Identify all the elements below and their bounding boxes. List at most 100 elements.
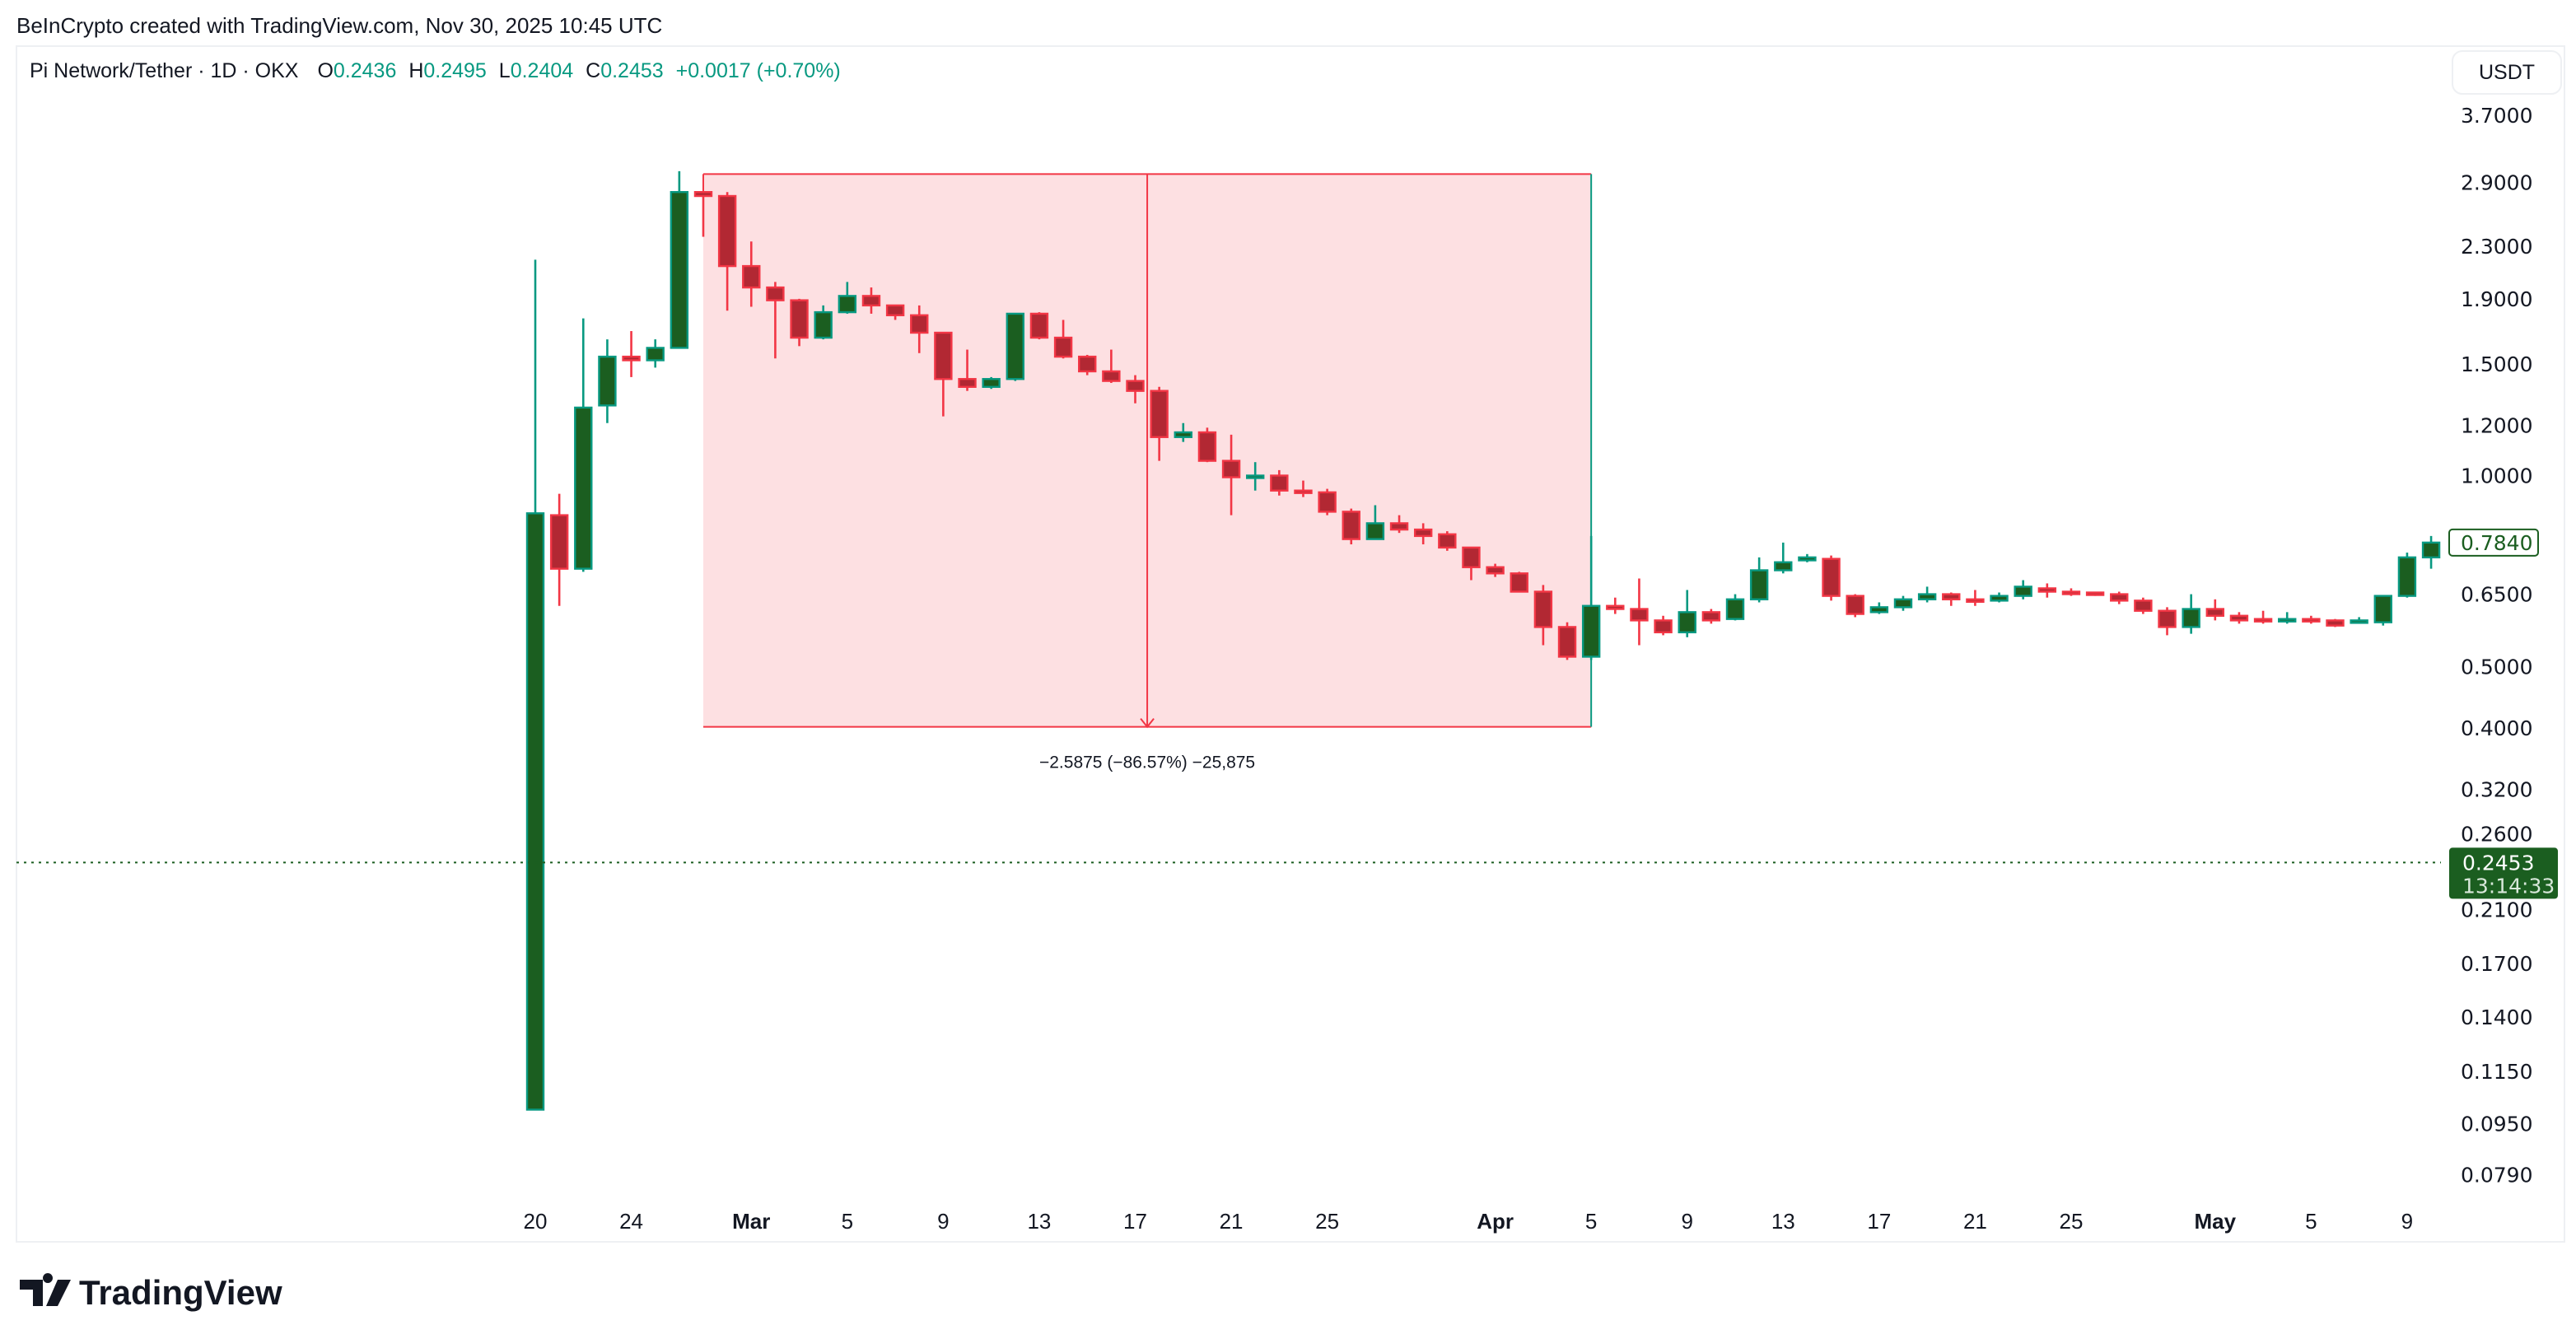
x-tick-label: 13 bbox=[1027, 1209, 1051, 1234]
candle bbox=[717, 192, 737, 311]
candle bbox=[1294, 480, 1313, 497]
candle-body bbox=[1245, 474, 1265, 479]
candle-body bbox=[2229, 614, 2249, 622]
candle bbox=[598, 339, 617, 423]
x-tick-label: 5 bbox=[1585, 1209, 1597, 1234]
candle bbox=[2037, 583, 2057, 598]
candle bbox=[1990, 592, 2009, 603]
candle bbox=[766, 282, 785, 359]
candle bbox=[1102, 349, 1121, 383]
candle bbox=[1342, 508, 1360, 545]
candle bbox=[525, 259, 545, 1111]
x-tick-label: 25 bbox=[1315, 1209, 1339, 1234]
candle bbox=[693, 191, 713, 237]
candle-body bbox=[2037, 587, 2057, 593]
candle-body bbox=[549, 514, 569, 570]
x-tick-label: 20 bbox=[524, 1209, 548, 1234]
candle bbox=[1462, 546, 1481, 581]
y-tick-label: 0.4000 bbox=[2461, 716, 2532, 740]
candle bbox=[838, 282, 857, 314]
candle-body bbox=[1510, 572, 1528, 593]
candle-body bbox=[1990, 595, 2009, 602]
candle-body bbox=[622, 355, 641, 362]
candle-body bbox=[1774, 561, 1793, 572]
time-axis[interactable]: 20 24 Mar 5 9 13 17 21 25 Apr 5 9 13 17 21 25 May 5 9 bbox=[524, 1209, 2414, 1234]
candle bbox=[1486, 563, 1505, 577]
high-value: 0.2495 bbox=[423, 59, 486, 82]
y-tick-label: 0.1150 bbox=[2461, 1060, 2532, 1084]
candle-body bbox=[1102, 370, 1121, 382]
candle-body bbox=[1942, 593, 1961, 600]
candle-body bbox=[1557, 626, 1577, 658]
candle bbox=[1150, 386, 1169, 461]
candle bbox=[1389, 515, 1409, 534]
high-label: H bbox=[408, 59, 423, 82]
candle bbox=[1078, 354, 1097, 376]
candle-body bbox=[670, 191, 689, 349]
measure-label: −2.5875 (−86.57%) −25,875 bbox=[1039, 753, 1255, 772]
candle-body bbox=[1822, 558, 1841, 597]
candle-body bbox=[814, 310, 833, 339]
x-tick-label: 5 bbox=[842, 1209, 853, 1234]
candle-body bbox=[2182, 608, 2200, 628]
candle-body bbox=[1630, 608, 1649, 622]
symbol-label[interactable]: Pi Network/Tether · 1D · OKX bbox=[30, 59, 299, 82]
candle bbox=[1365, 505, 1385, 540]
candle bbox=[2134, 597, 2153, 614]
candle-body bbox=[1389, 522, 1409, 531]
candle bbox=[1533, 585, 1553, 646]
candles bbox=[525, 170, 2441, 1111]
candle-body bbox=[1701, 611, 1721, 622]
candle bbox=[790, 298, 809, 347]
candle-body bbox=[1749, 569, 1769, 600]
candle bbox=[1557, 622, 1577, 660]
open-label: O bbox=[317, 59, 333, 82]
candle-body bbox=[693, 191, 713, 198]
last-close-marker bbox=[2448, 528, 2539, 557]
candle bbox=[2278, 612, 2297, 624]
last-close-label: 0.7840 bbox=[2461, 531, 2532, 555]
candle-body bbox=[1606, 604, 1625, 610]
candle bbox=[1029, 312, 1049, 340]
candle-body bbox=[1078, 355, 1097, 373]
ohlc-legend: Pi Network/Tether · 1D · OKX O0.2436 H0.… bbox=[30, 59, 841, 82]
x-tick-label: Mar bbox=[732, 1209, 770, 1234]
candle bbox=[2397, 553, 2417, 598]
candle-body bbox=[1150, 390, 1169, 438]
price-range-measure[interactable]: −2.5875 (−86.57%) −25,875 bbox=[702, 173, 1593, 772]
close-label: C bbox=[586, 59, 600, 82]
candle bbox=[1846, 594, 1864, 618]
candle bbox=[2350, 617, 2368, 624]
candle-body bbox=[2397, 556, 2417, 597]
candle-body bbox=[1869, 606, 1889, 614]
candle-body bbox=[934, 331, 953, 380]
candle bbox=[934, 331, 953, 417]
candle-body bbox=[838, 295, 857, 314]
candle-body bbox=[2061, 590, 2081, 595]
candle bbox=[1701, 609, 1721, 624]
currency-button[interactable] bbox=[2452, 50, 2562, 95]
candle-body bbox=[1174, 431, 1192, 438]
candle bbox=[1869, 602, 1889, 614]
candle bbox=[1893, 595, 1913, 611]
candle-body bbox=[2134, 600, 2153, 612]
candle-body bbox=[958, 378, 977, 389]
y-tick-label: 1.9000 bbox=[2461, 287, 2532, 311]
candle-body bbox=[1342, 511, 1360, 540]
x-tick-label: 9 bbox=[937, 1209, 949, 1234]
x-tick-label: 5 bbox=[2305, 1209, 2317, 1234]
candle-body bbox=[982, 378, 1001, 389]
candle bbox=[1725, 594, 1745, 621]
candle bbox=[2085, 591, 2105, 596]
candle-body bbox=[861, 295, 881, 307]
candle-body bbox=[766, 286, 785, 301]
candle bbox=[1606, 597, 1625, 614]
price-axis[interactable]: USDT 3.7000 2.9000 2.3000 1.9000 1.5000 1.200… bbox=[2448, 50, 2562, 1187]
candle bbox=[2326, 618, 2345, 628]
y-tick-label: 0.0950 bbox=[2461, 1113, 2532, 1136]
arrow-down-icon bbox=[1140, 718, 1155, 729]
candle bbox=[1006, 312, 1025, 381]
candle-body bbox=[1486, 566, 1505, 575]
candle-body bbox=[1029, 312, 1049, 339]
